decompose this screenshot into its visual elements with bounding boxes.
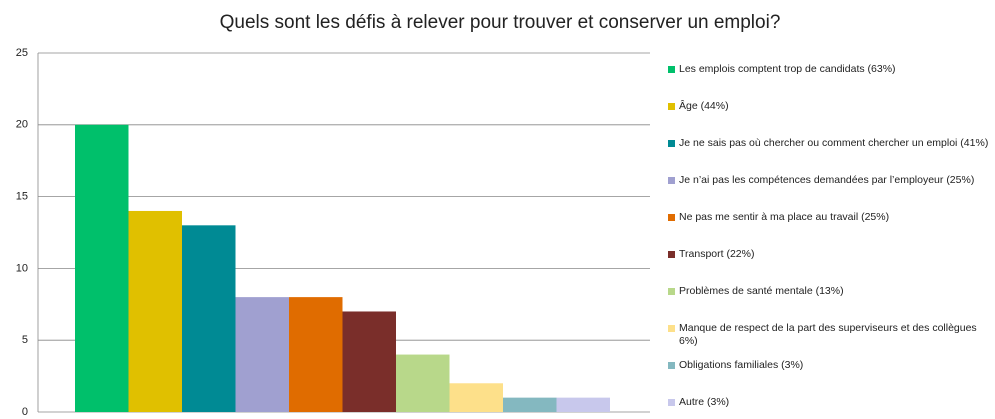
legend-item: Autre (3%) (668, 396, 993, 409)
legend-item: Ne pas me sentir à ma place au travail (… (668, 211, 993, 224)
y-tick-label: 25 (16, 47, 28, 59)
legend-label: Âge (44%) (679, 100, 729, 112)
bar (449, 383, 503, 412)
legend-swatch (668, 66, 675, 73)
legend-label: Les emplois comptent trop de candidats (… (679, 63, 896, 75)
legend-item: Âge (44%) (668, 100, 993, 113)
legend-swatch (668, 251, 675, 258)
legend-item: Je n’ai pas les compétences demandées pa… (668, 174, 993, 187)
legend-label: Manque de respect de la part des supervi… (679, 322, 977, 347)
legend-label: Autre (3%) (679, 396, 730, 408)
bar (342, 311, 396, 412)
legend-swatch (668, 288, 675, 295)
y-tick-label: 10 (16, 262, 28, 274)
bar (128, 210, 182, 412)
legend-swatch (668, 103, 675, 110)
legend-swatch (668, 140, 675, 147)
legend-label: Ne pas me sentir à ma place au travail (… (679, 211, 890, 223)
y-tick-label: 20 (16, 119, 28, 131)
legend-swatch (668, 214, 675, 221)
legend-item: Transport (22%) (668, 248, 993, 261)
bar (289, 297, 343, 412)
legend-label: Je ne sais pas où chercher ou comment ch… (679, 137, 989, 149)
legend-item: Obligations familiales (3%) (668, 359, 993, 372)
y-tick-label: 0 (22, 406, 28, 418)
y-tick-label: 5 (22, 334, 28, 346)
legend-item: Je ne sais pas où chercher ou comment ch… (668, 137, 993, 150)
legend-label: Je n’ai pas les compétences demandées pa… (679, 174, 975, 186)
bar (75, 124, 129, 413)
legend-swatch (668, 362, 675, 369)
legend-swatch (668, 399, 675, 406)
legend-item: Problèmes de santé mentale (13%) (668, 285, 993, 298)
legend-swatch (668, 177, 675, 184)
bar (503, 397, 557, 412)
y-tick-label: 15 (16, 191, 28, 203)
legend-label: Obligations familiales (3%) (679, 359, 804, 371)
legend-label: Transport (22%) (679, 248, 755, 260)
legend-item: Manque de respect de la part des supervi… (668, 322, 993, 348)
bar (235, 297, 289, 412)
bar (182, 225, 236, 412)
bar (556, 397, 610, 412)
legend-label: Problèmes de santé mentale (13%) (679, 285, 844, 297)
legend-item: Les emplois comptent trop de candidats (… (668, 63, 993, 76)
chart-title: Quels sont les défis à relever pour trou… (220, 12, 781, 33)
legend-swatch (668, 325, 675, 332)
bar (396, 354, 450, 412)
